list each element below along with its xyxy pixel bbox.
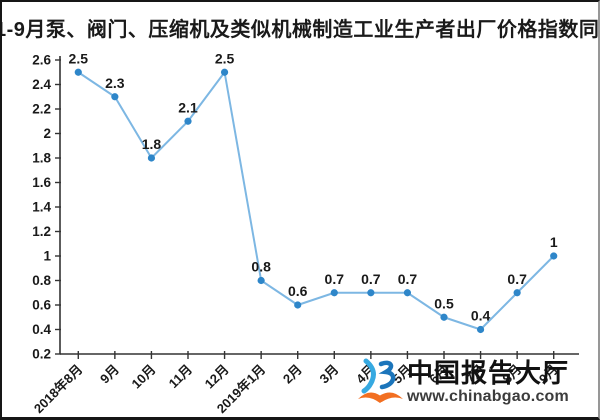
data-point	[257, 276, 265, 285]
data-point-label: 0.7	[398, 271, 418, 287]
y-axis-tick-label: 1.2	[32, 224, 51, 239]
data-point	[147, 154, 156, 162]
data-point-label: 2.5	[69, 50, 89, 66]
data-point	[330, 289, 338, 297]
data-point-label: 0.7	[361, 271, 381, 287]
data-point	[403, 289, 412, 297]
watermark-site-name: 中国报告大厅	[407, 358, 570, 388]
x-axis-tick-label: 10月	[129, 362, 159, 392]
data-point-label: 0.7	[507, 271, 527, 287]
data-point	[513, 289, 521, 297]
y-axis-tick-label: 1	[43, 249, 51, 264]
data-point-label: 0.4	[471, 308, 491, 324]
data-point	[111, 93, 119, 101]
chart-title: 1-9月泵、阀门、压缩机及类似机械制造工业生产者出厂价格指数同比涨	[0, 19, 600, 41]
y-axis-tick-label: 2	[43, 126, 51, 141]
y-axis-tick-label: 0.2	[32, 347, 51, 362]
y-axis-tick-label: 1.6	[32, 175, 51, 190]
x-axis-tick-label: 12月	[202, 362, 232, 392]
data-point-label: 2.3	[105, 75, 125, 91]
data-point-label: 2.1	[178, 99, 198, 115]
x-axis-tick-label: 3月	[316, 362, 341, 387]
data-point-label: 2.5	[215, 50, 235, 66]
y-axis-tick-label: 2.4	[32, 77, 51, 92]
data-point	[220, 68, 229, 76]
data-line	[77, 71, 555, 331]
data-point-label: 0.6	[288, 283, 308, 299]
y-axis-tick-label: 1.4	[32, 200, 51, 215]
y-axis-tick-label: 0.8	[32, 273, 51, 288]
data-point-label: 0.7	[325, 271, 345, 287]
watermark: 中国报告大厅 www.chinabgao.com	[357, 358, 569, 410]
x-axis-tick-label: 2月	[280, 362, 305, 387]
data-point-label: 0.8	[251, 259, 271, 275]
data-point	[184, 117, 192, 125]
y-axis-tick-label: 1.8	[32, 151, 51, 166]
x-axis-tick-label: 9月	[97, 362, 122, 387]
y-axis-tick-label: 0.4	[32, 322, 51, 337]
y-axis-tick-label: 0.6	[32, 298, 51, 313]
data-point	[74, 68, 82, 76]
y-axis-tick-label: 2.2	[32, 102, 51, 117]
watermark-site-url: www.chinabgao.com	[407, 388, 569, 405]
x-axis-tick-label: 2018年8月	[31, 362, 86, 417]
data-point	[550, 252, 558, 260]
data-point	[476, 325, 485, 334]
data-point-label: 0.5	[434, 295, 454, 311]
data-point	[367, 289, 375, 297]
data-point	[294, 301, 302, 309]
x-axis-tick-label: 11月	[166, 362, 196, 392]
y-axis-tick-label: 2.6	[32, 53, 51, 68]
data-point-label: 1.8	[142, 136, 162, 152]
data-point-label: 1	[550, 234, 558, 250]
data-point	[440, 313, 448, 321]
watermark-text: 中国报告大厅 www.chinabgao.com	[407, 358, 569, 405]
chinabgao-logo-icon	[358, 358, 403, 403]
